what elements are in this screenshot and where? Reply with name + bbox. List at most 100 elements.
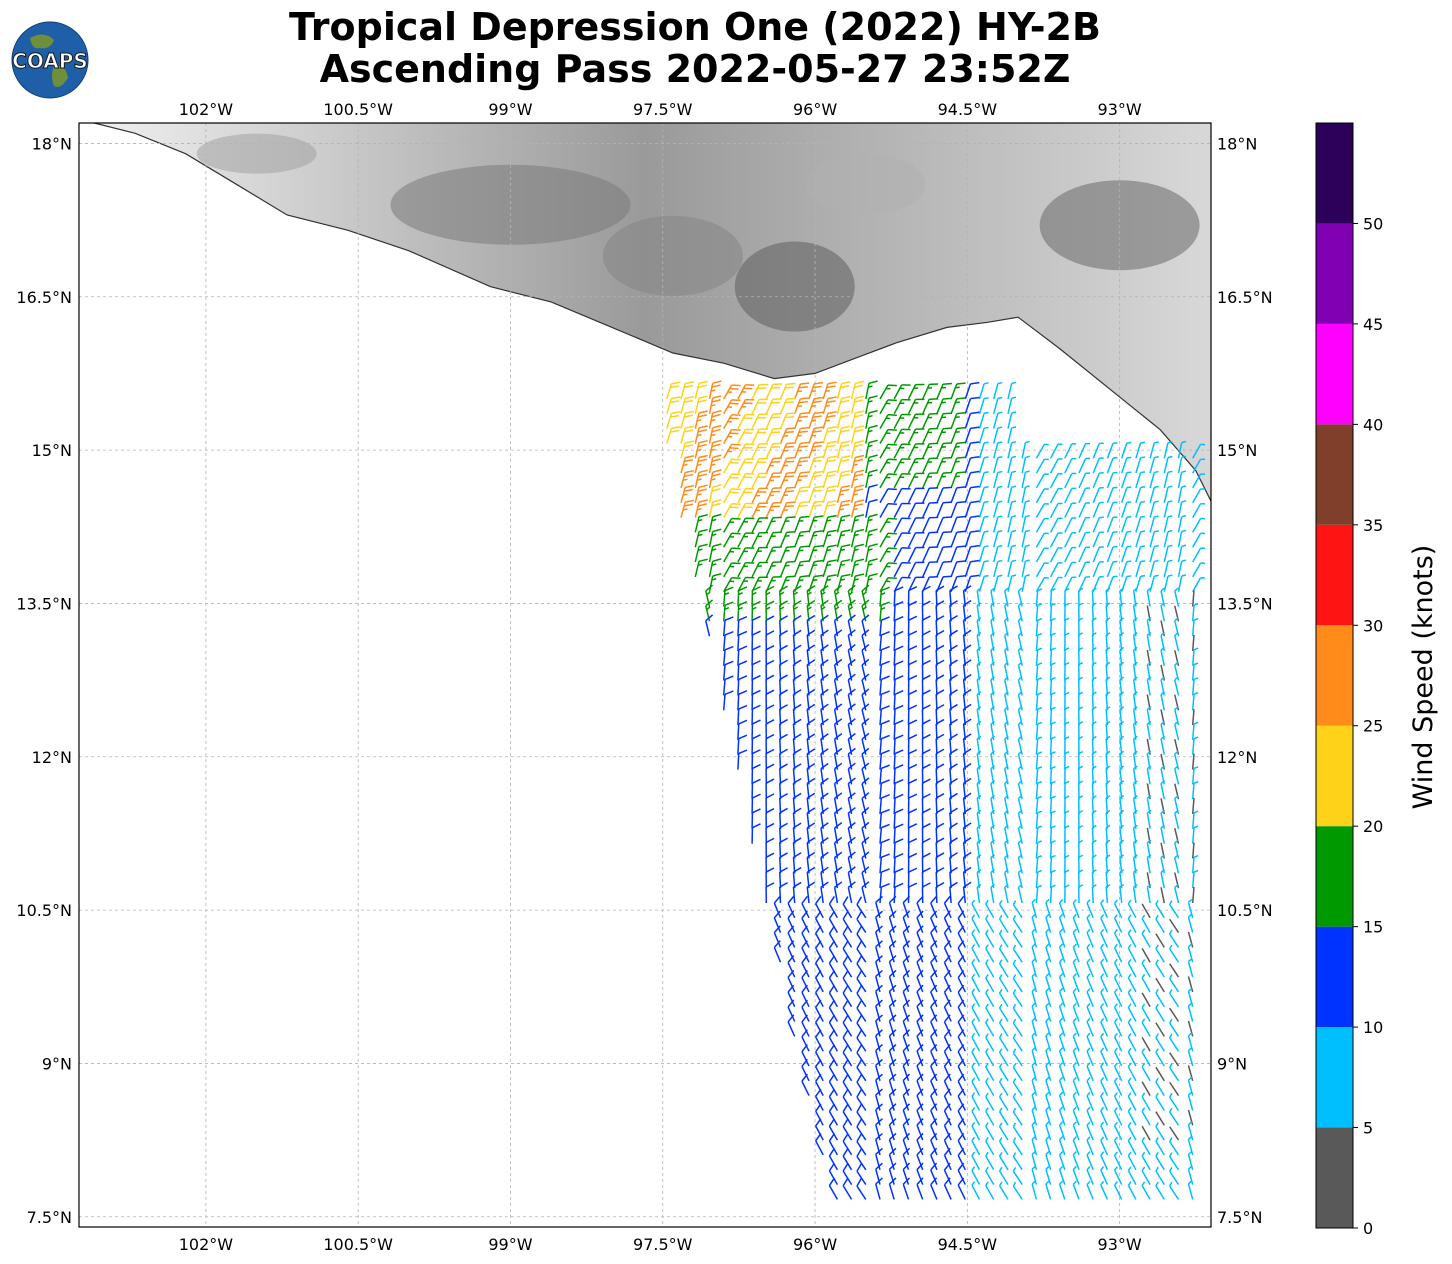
wind-barb [879,488,897,504]
wind-barb [1092,457,1104,474]
wind-barb [949,822,958,844]
wind-barb [1049,602,1056,622]
wind-barb [1106,560,1118,578]
wind-barb [879,601,890,622]
lat-tick-label-left: 12°N [32,748,72,767]
wind-barb [737,443,755,459]
wind-barb [921,867,931,889]
wind-barb [1127,1181,1137,1200]
wind-barb [1072,1002,1080,1022]
wind-barb [971,973,981,993]
wind-barb [936,545,952,563]
wind-barb [1031,898,1038,918]
colorbar-tick-label: 15 [1363,918,1383,937]
wind-barb [1031,972,1038,993]
wind-barb [828,1088,839,1111]
wind-barb [1035,632,1043,652]
wind-barb [708,498,722,518]
lat-tick-label-left: 15°N [32,441,72,460]
wind-barb [779,718,788,740]
wind-barb [1058,1121,1066,1141]
wind-barb [921,763,931,785]
wind-barb [708,424,722,444]
wind-barb [930,940,938,963]
wind-barb [1035,473,1049,489]
wind-barb [879,645,890,666]
wind-barb [1078,676,1084,696]
wind-barb [957,1162,966,1185]
wind-barb [971,988,981,1008]
wind-barb [943,895,952,919]
wind-barb [893,586,904,607]
wind-barb [1064,780,1070,800]
wind-barb [1045,1180,1052,1200]
wind-barb [875,1029,883,1052]
wind-barb [751,502,769,518]
wind-barb [907,837,918,859]
wind-barb [902,1029,911,1052]
wind-barb [922,501,939,518]
wind-barb [842,896,853,919]
wind-barb [1078,854,1084,874]
wind-barb [1106,545,1118,563]
wind-barb [943,1073,952,1096]
wind-barb [935,822,945,844]
wind-barb [1086,1180,1094,1200]
wind-barb [1113,1092,1123,1111]
wind-barb [793,397,810,415]
wind-barb [1113,1062,1123,1082]
wind-barb [998,1003,1009,1022]
wind-barb [1058,958,1066,978]
wind-barb [902,969,911,993]
wind-barb [1135,441,1146,459]
wind-barb [1149,559,1159,578]
wind-barb [751,532,769,548]
lon-tick-label-bottom: 97.5°W [633,1235,693,1254]
wind-barb [907,585,918,607]
wind-barb [879,443,897,459]
wind-barb [751,457,769,474]
wind-barb [1045,1106,1052,1126]
wind-barb [765,531,782,548]
wind-barb [985,1033,995,1052]
wind-barb [893,853,904,874]
wind-barb [957,1029,966,1052]
wind-barb [1007,529,1017,548]
wind-barb [935,852,945,874]
wind-barb [964,500,980,518]
wind-barb [1064,443,1077,459]
wind-barb [1141,1062,1151,1082]
wind-barb [957,969,966,993]
wind-barb [842,999,853,1022]
wind-barb [1086,1047,1094,1067]
wind-barb [856,1133,867,1156]
wind-barb [737,630,748,652]
wind-barb [1160,646,1166,666]
wind-barb [1163,485,1173,503]
wind-barb [792,585,802,607]
wind-barb [828,896,839,919]
wind-barb [1086,1106,1094,1126]
wind-barb [822,425,837,444]
wind-barb [921,822,931,844]
wind-barb [1113,1136,1123,1156]
wind-barb [875,1162,883,1185]
wind-barb [1035,577,1049,593]
wind-barb [694,395,708,414]
wind-barb [1086,1136,1094,1156]
wind-barb [1192,488,1206,504]
wind-barb [1113,1077,1123,1096]
wind-barb [893,778,904,800]
wind-barb [943,955,952,978]
wind-barb [1035,766,1043,785]
wind-barb [893,384,911,400]
wind-barb [765,748,775,770]
wind-barb [1149,456,1159,474]
wind-barb [1007,559,1017,578]
wind-barb [779,689,788,711]
wind-barb [737,458,755,474]
wind-barb [833,881,843,904]
wind-barb [751,763,761,785]
wind-barb [828,999,839,1022]
wind-barb [1031,1150,1038,1170]
